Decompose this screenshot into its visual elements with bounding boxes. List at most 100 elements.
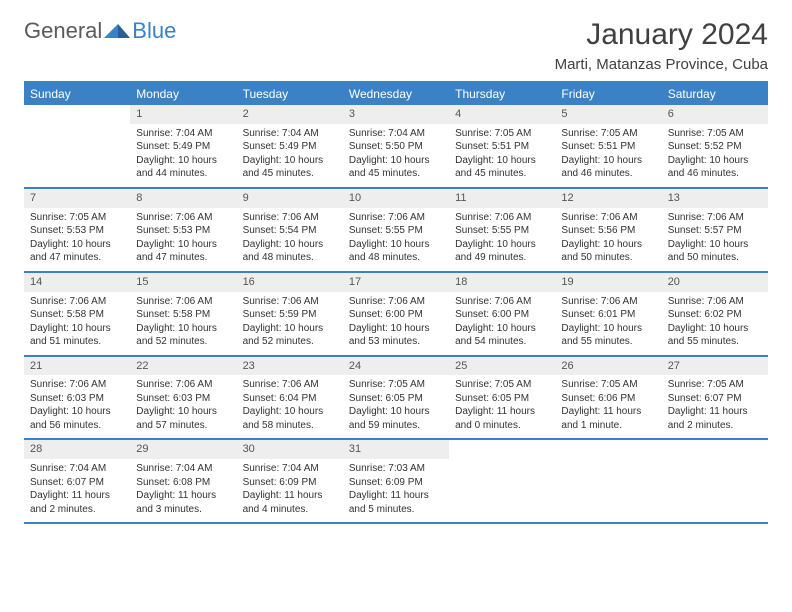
sunrise-text: Sunrise: 7:06 AM — [136, 295, 230, 309]
day-number: 5 — [555, 105, 661, 124]
day-number: 28 — [24, 440, 130, 459]
cell-body: Sunrise: 7:06 AMSunset: 6:00 PMDaylight:… — [343, 292, 449, 355]
calendar-cell: 12Sunrise: 7:06 AMSunset: 5:56 PMDayligh… — [555, 189, 661, 271]
logo-text-general: General — [24, 18, 102, 44]
cell-body: Sunrise: 7:05 AMSunset: 5:53 PMDaylight:… — [24, 208, 130, 271]
daylight-text: Daylight: 10 hours and 46 minutes. — [561, 154, 655, 181]
sunset-text: Sunset: 6:09 PM — [349, 476, 443, 490]
daylight-text: Daylight: 10 hours and 59 minutes. — [349, 405, 443, 432]
cell-body: Sunrise: 7:06 AMSunset: 5:56 PMDaylight:… — [555, 208, 661, 271]
sunrise-text: Sunrise: 7:06 AM — [30, 295, 124, 309]
sunrise-text: Sunrise: 7:04 AM — [30, 462, 124, 476]
day-number: 23 — [237, 357, 343, 376]
sunset-text: Sunset: 5:58 PM — [30, 308, 124, 322]
cell-body: Sunrise: 7:04 AMSunset: 5:49 PMDaylight:… — [237, 124, 343, 187]
week-row: 21 Sunrise: 7:06 AMSunset: 6:03 PM Dayligh… — [24, 357, 768, 441]
daylight-text: Daylight: 10 hours and 51 minutes. — [30, 322, 124, 349]
day-number: 10 — [343, 189, 449, 208]
cell-body: Sunrise: 7:05 AMSunset: 5:51 PMDaylight:… — [449, 124, 555, 187]
day-number: 21 — [24, 357, 130, 376]
day-number: 18 — [449, 273, 555, 292]
day-number: 9 — [237, 189, 343, 208]
sunrise-text: Sunrise: 7:04 AM — [136, 127, 230, 141]
cell-body — [24, 124, 130, 133]
sunset-text: Sunset: 6:02 PM — [668, 308, 762, 322]
calendar-cell: 21Sunrise: 7:06 AMSunset: 6:03 PMDayligh… — [24, 357, 130, 439]
cell-body: Sunrise: 7:05 AMSunset: 6:05 PMDaylight:… — [343, 375, 449, 438]
sunset-text: Sunset: 6:06 PM — [561, 392, 655, 406]
calendar-cell: 13Sunrise: 7:06 AMSunset: 5:57 PMDayligh… — [662, 189, 768, 271]
calendar-cell: 24Sunrise: 7:05 AMSunset: 6:05 PMDayligh… — [343, 357, 449, 439]
daylight-text: Daylight: 10 hours and 45 minutes. — [349, 154, 443, 181]
cell-body — [662, 459, 768, 468]
week-row: 1Sunrise: 7:04 AMSunset: 5:49 PMDaylight… — [24, 105, 768, 189]
daylight-text: Daylight: 10 hours and 55 minutes. — [668, 322, 762, 349]
calendar-cell: 22Sunrise: 7:06 AMSunset: 6:03 PMDayligh… — [130, 357, 236, 439]
sunrise-text: Sunrise: 7:06 AM — [136, 378, 230, 392]
daylight-text: Daylight: 11 hours and 1 minute. — [561, 405, 655, 432]
cell-body: Sunrise: 7:06 AMSunset: 5:59 PMDaylight:… — [237, 292, 343, 355]
week-row: 14Sunrise: 7:06 AMSunset: 5:58 PMDayligh… — [24, 273, 768, 357]
sunrise-text: Sunrise: 7:05 AM — [668, 127, 762, 141]
sunrise-text: Sunrise: 7:05 AM — [561, 378, 655, 392]
cell-body: Sunrise: 7:05 AMSunset: 5:52 PMDaylight:… — [662, 124, 768, 187]
cell-body: Sunrise: 7:03 AMSunset: 6:09 PMDaylight:… — [343, 459, 449, 522]
sunrise-text: Sunrise: 7:06 AM — [455, 295, 549, 309]
day-header: Friday — [555, 83, 661, 105]
calendar-cell: 31Sunrise: 7:03 AMSunset: 6:09 PMDayligh… — [343, 440, 449, 522]
daylight-text: Daylight: 10 hours and 56 minutes. — [30, 405, 124, 432]
day-header: Wednesday — [343, 83, 449, 105]
month-title: January 2024 — [555, 18, 768, 52]
day-number: 8 — [130, 189, 236, 208]
day-number: 26 — [555, 357, 661, 376]
day-header: Monday — [130, 83, 236, 105]
sunrise-text: Sunrise: 7:05 AM — [561, 127, 655, 141]
sunset-text: Sunset: 5:57 PM — [668, 224, 762, 238]
cell-body: Sunrise: 7:06 AMSunset: 5:57 PMDaylight:… — [662, 208, 768, 271]
daylight-text: Daylight: 11 hours and 5 minutes. — [349, 489, 443, 516]
sunset-text: Sunset: 6:09 PM — [243, 476, 337, 490]
calendar-cell: 17Sunrise: 7:06 AMSunset: 6:00 PMDayligh… — [343, 273, 449, 355]
daylight-text: Daylight: 11 hours and 4 minutes. — [243, 489, 337, 516]
day-number: 17 — [343, 273, 449, 292]
sunset-text: Sunset: 5:51 PM — [561, 140, 655, 154]
day-header: Saturday — [662, 83, 768, 105]
daylight-text: Daylight: 10 hours and 50 minutes. — [561, 238, 655, 265]
cell-body: Sunrise: 7:06 AMSunset: 6:02 PMDaylight:… — [662, 292, 768, 355]
day-number: 19 — [555, 273, 661, 292]
logo: General Blue — [24, 18, 176, 44]
logo-text-blue: Blue — [132, 18, 176, 44]
sunset-text: Sunset: 6:07 PM — [668, 392, 762, 406]
cell-body: Sunrise: 7:04 AMSunset: 5:50 PMDaylight:… — [343, 124, 449, 187]
cell-body: Sunrise: 7:04 AMSunset: 6:07 PMDaylight:… — [24, 459, 130, 522]
sunset-text: Sunset: 5:55 PM — [455, 224, 549, 238]
day-header: Tuesday — [237, 83, 343, 105]
daylight-text: Daylight: 10 hours and 49 minutes. — [455, 238, 549, 265]
cell-body: Sunrise: 7:06 AMSunset: 5:58 PMDaylight:… — [24, 292, 130, 355]
cell-body: Sunrise: 7:06 AMSunset: 6:04 PMDaylight:… — [237, 375, 343, 438]
daylight-text: Daylight: 10 hours and 48 minutes. — [349, 238, 443, 265]
daylight-text: Daylight: 10 hours and 52 minutes. — [136, 322, 230, 349]
sunset-text: Sunset: 5:52 PM — [668, 140, 762, 154]
calendar-cell: 3Sunrise: 7:04 AMSunset: 5:50 PMDaylight… — [343, 105, 449, 187]
sunset-text: Sunset: 5:59 PM — [243, 308, 337, 322]
sunset-text: Sunset: 5:51 PM — [455, 140, 549, 154]
calendar-cell: 9Sunrise: 7:06 AMSunset: 5:54 PMDaylight… — [237, 189, 343, 271]
calendar-cell: 27Sunrise: 7:05 AMSunset: 6:07 PMDayligh… — [662, 357, 768, 439]
daylight-text: Daylight: 10 hours and 54 minutes. — [455, 322, 549, 349]
cell-body: Sunrise: 7:05 AMSunset: 5:51 PMDaylight:… — [555, 124, 661, 187]
logo-triangle-icon — [104, 22, 130, 40]
sunset-text: Sunset: 5:49 PM — [243, 140, 337, 154]
daylight-text: Daylight: 10 hours and 55 minutes. — [561, 322, 655, 349]
sunset-text: Sunset: 6:03 PM — [136, 392, 230, 406]
daylight-text: Daylight: 11 hours and 2 minutes. — [668, 405, 762, 432]
cell-body: Sunrise: 7:06 AMSunset: 6:01 PMDaylight:… — [555, 292, 661, 355]
calendar-cell — [555, 440, 661, 522]
sunrise-text: Sunrise: 7:06 AM — [136, 211, 230, 225]
cell-body — [555, 459, 661, 468]
sunset-text: Sunset: 6:04 PM — [243, 392, 337, 406]
sunset-text: Sunset: 6:00 PM — [349, 308, 443, 322]
day-number: 2 — [237, 105, 343, 124]
location-text: Marti, Matanzas Province, Cuba — [555, 56, 768, 73]
sunset-text: Sunset: 5:54 PM — [243, 224, 337, 238]
